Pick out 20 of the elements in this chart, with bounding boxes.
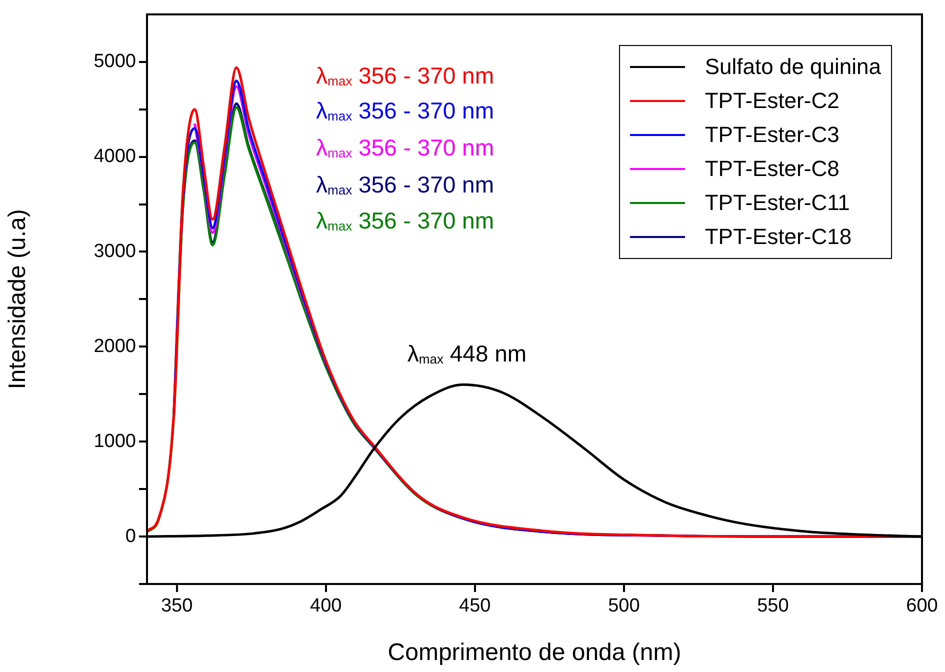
y-tick-label: 3000 — [94, 240, 136, 262]
legend-label: TPT-Ester-C2 — [704, 88, 840, 114]
y-tick-label: 4000 — [94, 146, 136, 168]
legend-label: TPT-Ester-C18 — [704, 224, 852, 250]
x-tick-label: 500 — [608, 596, 640, 617]
legend-label: TPT-Ester-C3 — [704, 122, 840, 148]
x-tick-label: 350 — [160, 596, 193, 617]
y-tick-label: 1000 — [94, 430, 136, 452]
y-tick-label: 0 — [125, 526, 136, 547]
y-tick-label: 5000 — [94, 51, 136, 72]
x-axis-title: Comprimento de onda (nm) — [388, 639, 682, 666]
x-tick-label: 600 — [906, 596, 938, 617]
legend-label: Sulfato de quinina — [704, 54, 881, 80]
legend-label: TPT-Ester-C11 — [704, 190, 850, 216]
y-axis-title: Intensidade (u.a) — [4, 209, 32, 390]
y-tick-label: 2000 — [94, 336, 136, 357]
x-tick-label: 400 — [310, 596, 342, 617]
x-tick-label: 450 — [459, 596, 491, 617]
x-tick-label: 550 — [757, 596, 789, 617]
legend-label: TPT-Ester-C8 — [704, 156, 840, 182]
